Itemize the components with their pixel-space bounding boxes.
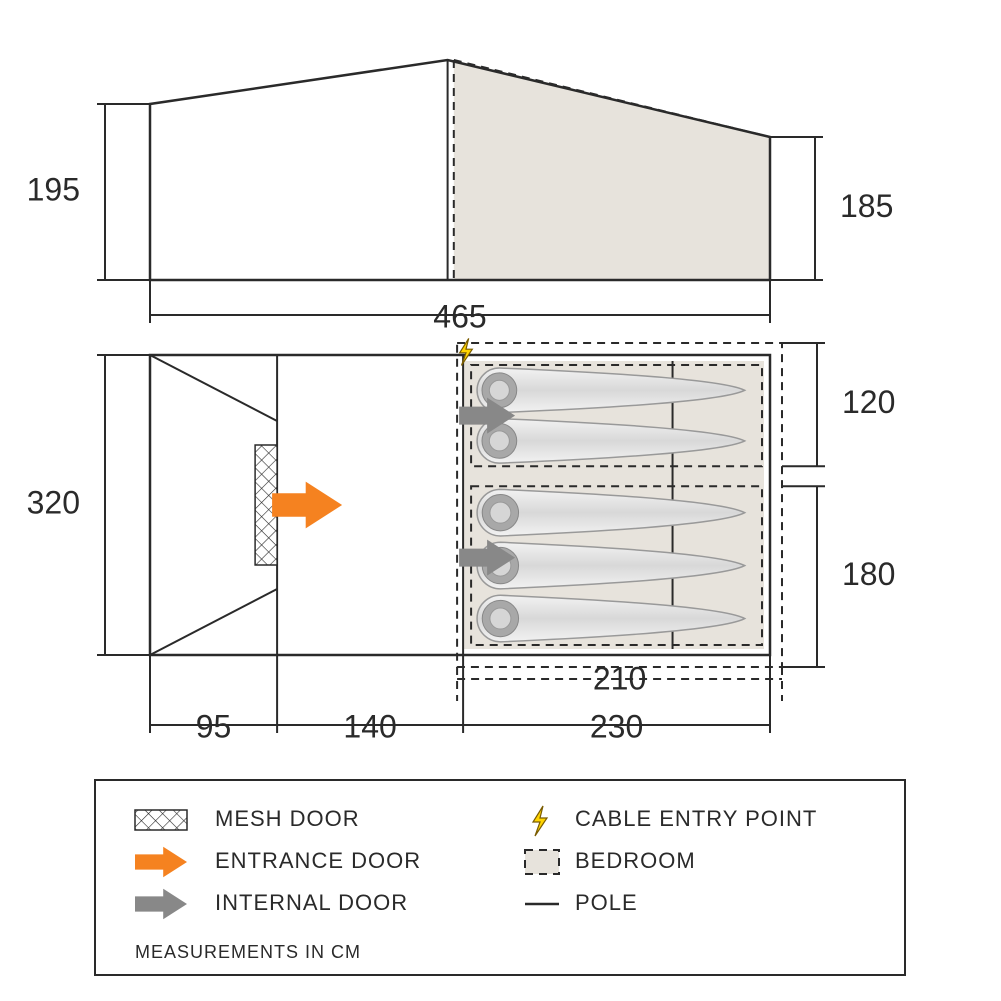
svg-text:BEDROOM: BEDROOM [575,848,696,873]
svg-text:180: 180 [842,556,895,592]
svg-text:140: 140 [343,708,396,744]
svg-text:POLE: POLE [575,890,638,915]
svg-text:185: 185 [840,188,893,224]
tent-diagram: 195 185 465 320 120 180 210 95 140 230 MESH DOOR EN… [0,0,1001,1001]
svg-text:MESH DOOR: MESH DOOR [215,806,360,831]
svg-text:INTERNAL DOOR: INTERNAL DOOR [215,890,408,915]
svg-text:95: 95 [196,708,232,744]
svg-text:210: 210 [593,660,646,696]
svg-text:320: 320 [27,484,80,520]
svg-text:ENTRANCE DOOR: ENTRANCE DOOR [215,848,421,873]
svg-text:CABLE ENTRY POINT: CABLE ENTRY POINT [575,806,817,831]
svg-text:195: 195 [27,171,80,207]
svg-text:230: 230 [590,708,643,744]
svg-text:120: 120 [842,384,895,420]
svg-text:MEASUREMENTS IN CM: MEASUREMENTS IN CM [135,942,361,962]
svg-text:465: 465 [433,298,486,334]
